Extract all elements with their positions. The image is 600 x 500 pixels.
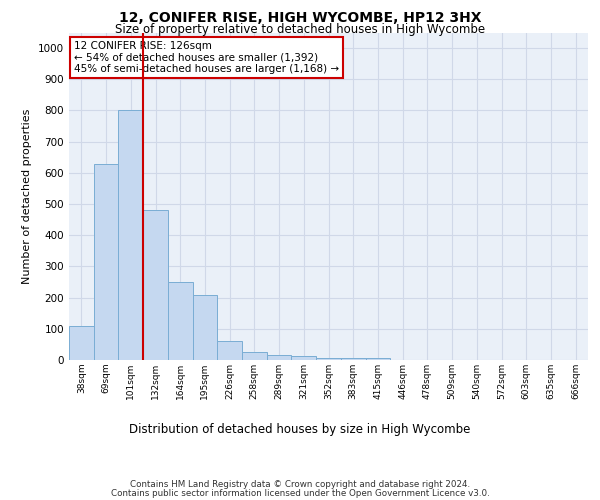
Bar: [193, 296, 217, 360]
Text: 12, CONIFER RISE, HIGH WYCOMBE, HP12 3HX: 12, CONIFER RISE, HIGH WYCOMBE, HP12 3HX: [119, 11, 481, 25]
Bar: [341, 358, 365, 360]
Bar: [143, 210, 168, 360]
Bar: [292, 356, 316, 360]
Bar: [94, 164, 118, 360]
Bar: [69, 326, 94, 360]
Text: Contains public sector information licensed under the Open Government Licence v3: Contains public sector information licen…: [110, 488, 490, 498]
Y-axis label: Number of detached properties: Number of detached properties: [22, 108, 32, 284]
Bar: [267, 354, 292, 360]
Bar: [168, 282, 193, 360]
Bar: [217, 342, 242, 360]
Text: Distribution of detached houses by size in High Wycombe: Distribution of detached houses by size …: [130, 422, 470, 436]
Text: 12 CONIFER RISE: 126sqm
← 54% of detached houses are smaller (1,392)
45% of semi: 12 CONIFER RISE: 126sqm ← 54% of detache…: [74, 40, 340, 74]
Bar: [365, 358, 390, 360]
Text: Contains HM Land Registry data © Crown copyright and database right 2024.: Contains HM Land Registry data © Crown c…: [130, 480, 470, 489]
Bar: [118, 110, 143, 360]
Bar: [316, 358, 341, 360]
Text: Size of property relative to detached houses in High Wycombe: Size of property relative to detached ho…: [115, 22, 485, 36]
Bar: [242, 352, 267, 360]
